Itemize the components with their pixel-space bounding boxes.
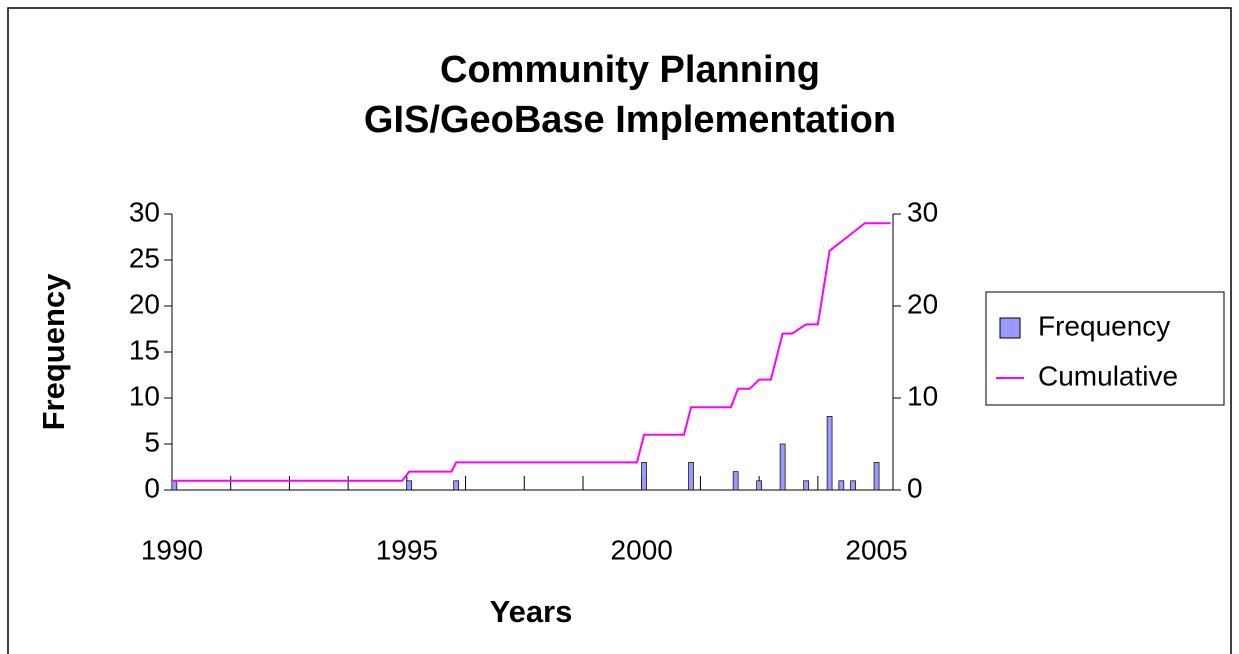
bar	[873, 462, 880, 491]
bar	[688, 462, 694, 491]
y2-tick-label: 0	[907, 472, 923, 503]
y-tick-label: 25	[129, 242, 160, 273]
bar	[803, 480, 809, 491]
y-tick-label: 0	[144, 472, 160, 503]
y-tick-label: 10	[129, 380, 160, 411]
x-tick-label: 2000	[611, 534, 673, 565]
bar	[779, 443, 786, 491]
bar	[850, 480, 856, 491]
y2-tick-label: 10	[907, 380, 938, 411]
legend-swatch	[999, 317, 1021, 339]
x-tick-label: 2005	[845, 534, 907, 565]
bar	[171, 480, 178, 491]
y2-tick-label: 30	[907, 196, 938, 227]
bar	[641, 462, 647, 491]
frame	[7, 7, 1232, 654]
y2-tick-label: 20	[907, 288, 938, 319]
x-tick-label: 1995	[376, 534, 438, 565]
legend-label: Cumulative	[1038, 360, 1178, 391]
line	[172, 222, 891, 482]
y-tick-label: 5	[144, 426, 160, 457]
bar	[732, 471, 739, 491]
chart-title: GIS/GeoBase Implementation	[364, 99, 896, 141]
bar	[838, 480, 845, 491]
bar	[826, 416, 833, 491]
x-tick-label: 1990	[141, 534, 203, 565]
legend-label: Frequency	[1038, 310, 1170, 341]
bar	[453, 480, 460, 491]
y-tick-label: 20	[129, 288, 160, 319]
y-tick-label: 15	[129, 334, 160, 365]
bar	[406, 480, 413, 491]
chart-title: Community Planning	[440, 49, 820, 91]
x-axis-title: Years	[490, 594, 573, 629]
bar	[756, 480, 762, 491]
y-tick-label: 30	[129, 196, 160, 227]
legend-box	[985, 291, 1225, 406]
y-axis-title: Frequency	[36, 273, 71, 431]
